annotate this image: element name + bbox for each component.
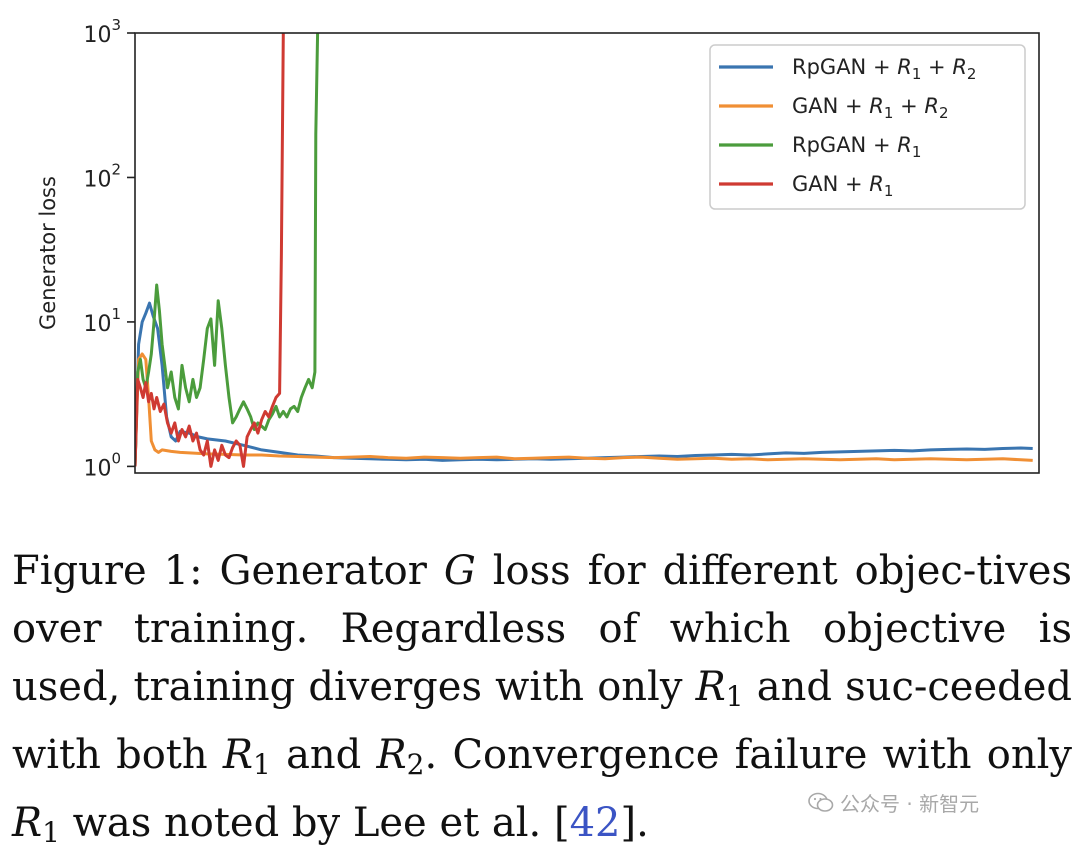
y-tick-label-2: 102: [83, 160, 121, 192]
loss-chart: 100 101 102 103 Generator loss RpGAN + R1​ …: [36, 16, 1040, 481]
y-tick-label-1: 101: [83, 305, 121, 337]
legend: RpGAN + R1​ + R2​ GAN + R1​ + R2​ RpGAN + …: [709, 44, 1026, 210]
legend-label-2: RpGAN + R1​: [792, 133, 921, 161]
y-tick-label-3: 103: [83, 16, 121, 48]
series-line-1: [135, 352, 1033, 467]
y-tick-label-0: 100: [83, 449, 121, 481]
watermark: 公众号 · 新智元: [808, 788, 979, 817]
series-line-3: [135, 33, 285, 468]
watermark-text: 公众号 · 新智元: [840, 792, 980, 816]
legend-label-1: GAN + R1​ + R2​: [792, 94, 949, 122]
figure-caption: Figure 1: Generator G loss for different…: [12, 548, 1073, 849]
y-axis-label: Generator loss: [36, 176, 60, 330]
legend-label-0: RpGAN + R1​ + R2​: [792, 55, 976, 83]
wechat-icon: [808, 792, 834, 812]
plot-frame: [134, 32, 1040, 474]
series-line-0: [135, 301, 1033, 467]
legend-box: [709, 44, 1026, 210]
series-line-2: [135, 33, 320, 467]
legend-label-3: GAN + R1​: [792, 172, 893, 200]
